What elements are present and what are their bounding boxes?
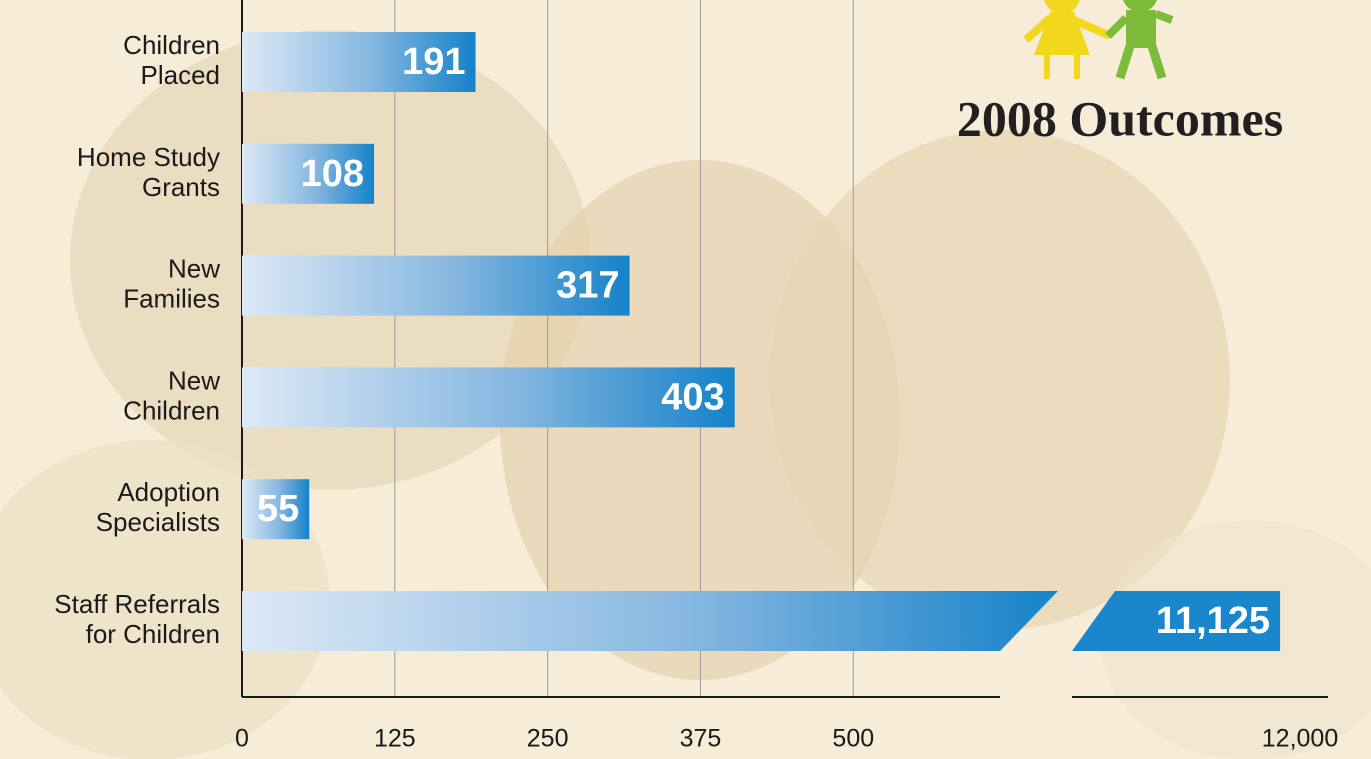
category-line: Children	[123, 30, 220, 60]
category-line: Children	[123, 395, 220, 425]
category-line: Specialists	[96, 507, 220, 537]
page: {"chart_data": {"type": "bar", "orientat…	[0, 0, 1371, 759]
bar-segment	[242, 591, 1058, 651]
category-line: New	[168, 253, 220, 283]
category-line: Adoption	[117, 477, 220, 507]
value-label: 191	[402, 41, 465, 83]
category-line: Staff Referrals	[54, 589, 220, 619]
chart-title: 2008 Outcomes	[957, 90, 1283, 146]
x-tick-label: 12,000	[1262, 725, 1338, 753]
x-tick-label: 250	[527, 725, 569, 753]
x-tick-label: 0	[235, 725, 249, 753]
x-tick-label: 500	[832, 725, 874, 753]
value-label: 317	[556, 265, 619, 307]
value-label: 108	[301, 153, 364, 195]
category-line: New	[168, 365, 220, 395]
value-label: 403	[661, 376, 724, 418]
bar	[242, 591, 1280, 651]
category-line: Placed	[141, 60, 221, 90]
x-tick-label: 125	[374, 725, 416, 753]
chart: 012525037550012,000191ChildrenPlaced108H…	[0, 0, 1371, 759]
value-label: 11,125	[1156, 600, 1270, 642]
category-line: for Children	[86, 619, 220, 649]
category-line: Grants	[142, 172, 220, 202]
x-tick-label: 375	[680, 725, 722, 753]
value-label: 55	[257, 488, 299, 530]
category-line: Families	[123, 283, 220, 313]
category-line: Home Study	[77, 142, 220, 172]
